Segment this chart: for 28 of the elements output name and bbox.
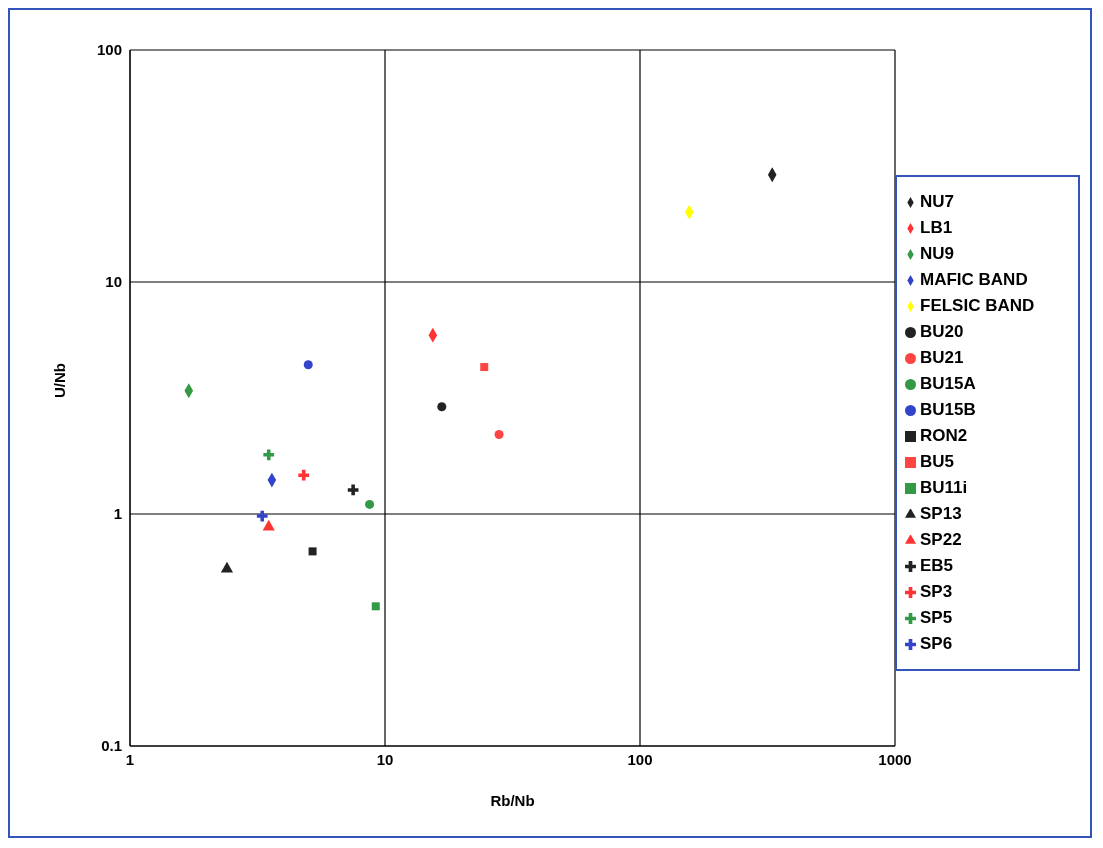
legend-label: NU7 <box>920 192 955 211</box>
legend-label: FELSIC BAND <box>920 296 1035 315</box>
legend-label: SP3 <box>920 582 953 601</box>
legend-label: EB5 <box>920 556 954 575</box>
legend-label: SP5 <box>920 608 953 627</box>
legend-label: SP6 <box>920 634 953 653</box>
x-tick-label: 1 <box>125 750 135 768</box>
y-tick-label: 0.1 <box>101 737 122 755</box>
y-axis-title: U/Nb <box>51 363 69 398</box>
x-tick-label: 10 <box>376 750 394 768</box>
legend-label: BU15B <box>920 400 976 419</box>
legend-label: BU21 <box>920 348 964 367</box>
legend-label: NU9 <box>920 244 955 263</box>
legend-label: BU20 <box>920 322 964 341</box>
legend-label: MAFIC BAND <box>920 270 1028 289</box>
y-tick-label: 1 <box>113 505 122 523</box>
y-tick-label: 100 <box>96 41 122 59</box>
y-tick-label: 10 <box>105 273 122 291</box>
legend-label: LB1 <box>920 218 953 237</box>
legend-label: BU11i <box>920 478 968 497</box>
legend-label: SP13 <box>920 504 962 523</box>
legend-label: BU5 <box>920 452 955 471</box>
x-axis-title: Rb/Nb <box>490 792 535 809</box>
x-tick-label: 1000 <box>878 750 912 768</box>
legend-label: RON2 <box>920 426 968 445</box>
legend-label: SP22 <box>920 530 962 549</box>
x-tick-label: 100 <box>627 750 653 768</box>
legend-label: BU15A <box>920 374 976 393</box>
